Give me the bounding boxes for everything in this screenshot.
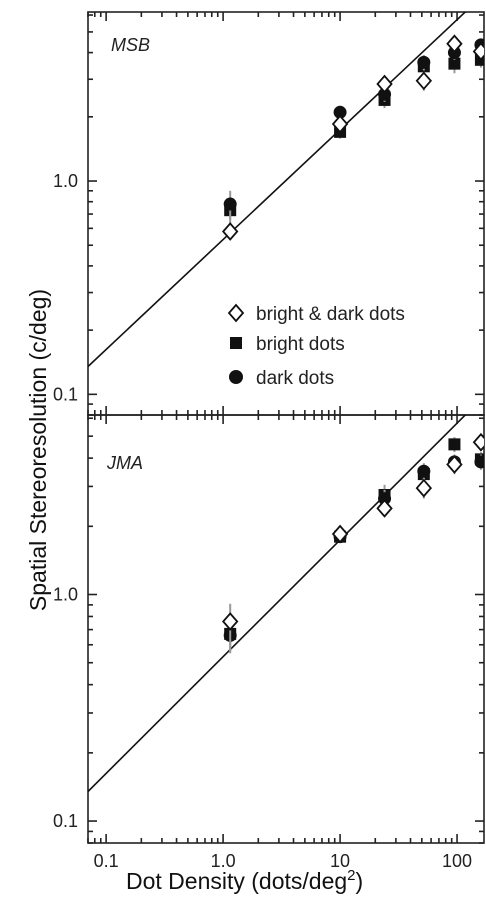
data-point-circle	[333, 105, 347, 119]
data-point-circle	[417, 55, 431, 69]
legend-filled-circle-marker	[229, 370, 243, 384]
x-tick-label: 10	[330, 851, 350, 871]
data-point-square	[474, 53, 484, 66]
legend-filled-square-marker	[230, 337, 242, 349]
data-point-diamond	[221, 222, 239, 241]
x-axis-title: Dot Density (dots/deg2)	[126, 867, 363, 894]
data-point-diamond	[376, 74, 393, 94]
plot-area	[88, 415, 484, 793]
tick-labels: 0.1 1.0 0.1 1.0 0.1 1.0 10 100	[53, 171, 472, 871]
y-tick-label: 1.0	[53, 171, 78, 191]
y-tick-label: 0.1	[53, 384, 78, 404]
data-point-square	[448, 438, 461, 451]
legend-open-diamond-marker	[227, 303, 245, 323]
panel-label-msb: MSB	[111, 35, 150, 55]
data-point-circle	[223, 197, 237, 211]
data-point-diamond	[331, 524, 349, 544]
data-point-diamond	[446, 455, 463, 474]
y-axis-title: Spatial Stereoresolution (c/deg)	[25, 289, 51, 611]
legend-label-dark-dots: dark dots	[256, 368, 334, 389]
plot-area	[88, 12, 484, 368]
x-axis-title-main: Dot Density (dots/deg	[126, 868, 347, 894]
x-tick-label: 1.0	[211, 851, 236, 871]
x-tick-label: 100	[442, 851, 472, 871]
data-point-diamond	[472, 42, 484, 61]
bottom-panel	[87, 414, 485, 844]
data-point-diamond	[221, 612, 239, 631]
data-point-diamond	[415, 478, 433, 498]
data-point-diamond	[376, 499, 393, 518]
data-point-diamond	[446, 34, 463, 54]
legend: bright & dark dots bright dots dark dots	[227, 303, 405, 389]
top-panel	[87, 11, 485, 416]
fit-line	[88, 415, 467, 793]
data-point-diamond	[472, 432, 484, 452]
fit-line	[88, 12, 467, 368]
x-tick-label: 0.1	[94, 851, 119, 871]
data-point-circle	[378, 87, 392, 101]
data-point-circle	[378, 492, 392, 506]
data-point-circle	[417, 464, 431, 478]
legend-label-bright-dark-dots: bright & dark dots	[256, 304, 405, 325]
data-point-circle	[474, 455, 484, 469]
y-tick-label: 1.0	[53, 585, 78, 605]
data-point-diamond	[415, 71, 433, 91]
data-point-diamond	[331, 114, 349, 134]
x-axis-title-superscript: 2	[347, 867, 355, 884]
data-point-square	[448, 57, 461, 70]
legend-label-bright-dots: bright dots	[256, 334, 345, 355]
y-tick-label: 0.1	[53, 811, 78, 831]
x-axis-title-suffix: )	[356, 868, 364, 894]
panel-label-jma: JMA	[106, 453, 143, 473]
